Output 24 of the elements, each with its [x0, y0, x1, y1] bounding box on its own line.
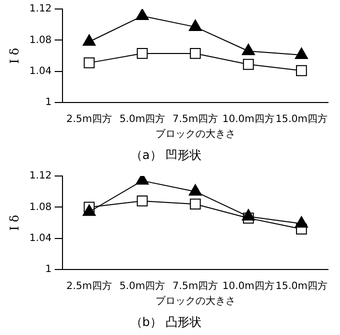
x-tick-label: 15.0m四方	[275, 113, 328, 126]
x-tick-label: 15.0m四方	[275, 280, 328, 292]
text: （a） 凹形状	[130, 148, 202, 162]
x-tick-label: 5.0m四方	[119, 280, 166, 292]
y-axis-title: I δ	[7, 48, 22, 64]
x-tick-label: 2.5m四方	[66, 113, 112, 126]
x-tick-label: 2.5m四方	[66, 280, 112, 292]
y-tick-label: 1.04	[29, 66, 52, 77]
y-axis-title: I δ	[7, 214, 22, 231]
x-tick-label: 5.0m四方	[119, 113, 166, 126]
y-tick-label: 1.08	[29, 34, 52, 46]
y-tick-label: 1.12	[29, 170, 52, 182]
x-tick-label: 7.5m四方	[172, 113, 218, 126]
y-tick-label: 1	[45, 97, 52, 108]
y-tick-label: 1	[45, 264, 52, 276]
x-tick-label: 10.0m四方	[222, 280, 274, 292]
x-tick-label: 10.0m四方	[222, 113, 274, 126]
y-tick-label: 1.08	[29, 202, 52, 213]
x-tick-label: 7.5m四方	[172, 280, 218, 292]
y-tick-label: 1.12	[29, 4, 52, 15]
x-axis-title: ブロックの大きさ	[155, 295, 236, 308]
x-axis-title: ブロックの大きさ	[155, 128, 236, 140]
text: （b） 凸形状	[130, 314, 202, 329]
y-tick-label: 1.04	[29, 232, 52, 244]
